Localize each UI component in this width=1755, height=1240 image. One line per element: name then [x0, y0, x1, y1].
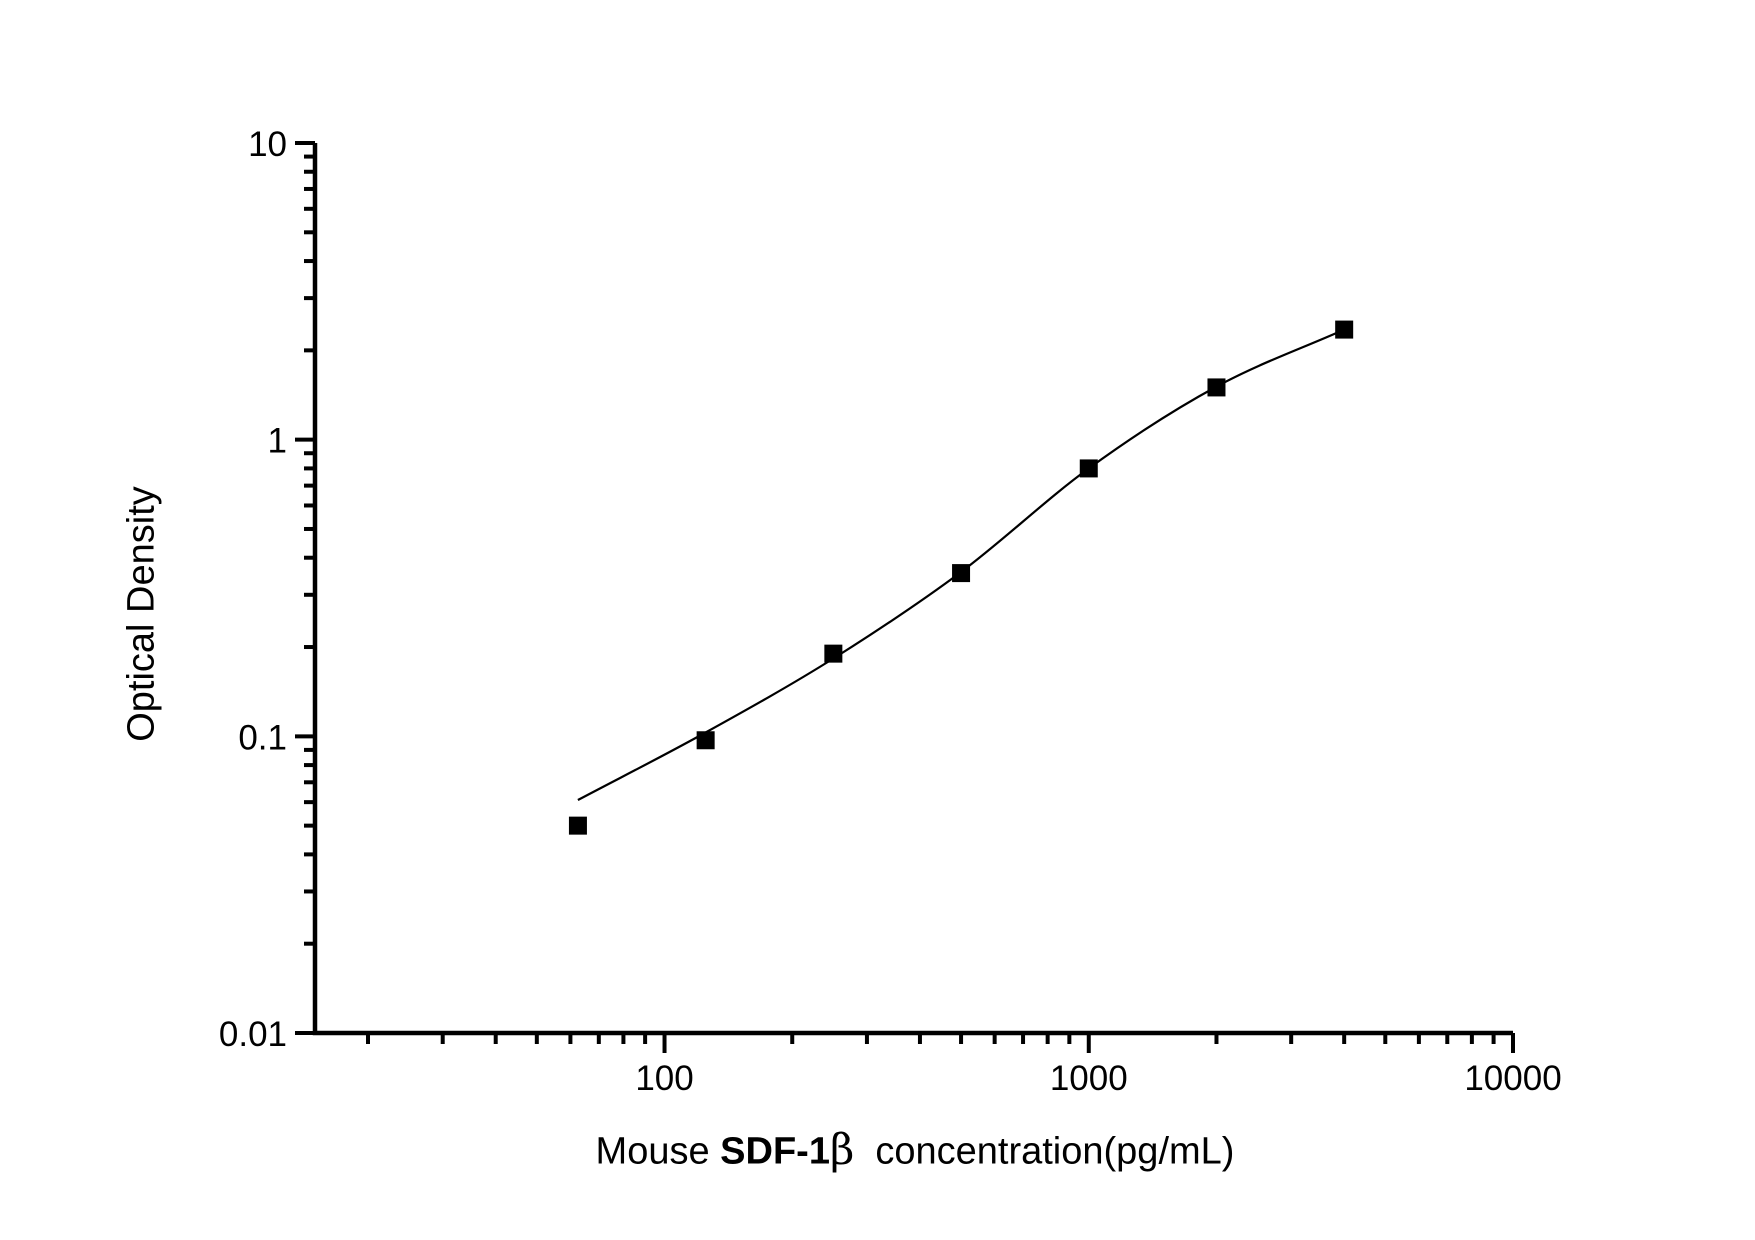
x-tick-label: 1000 — [1050, 1059, 1128, 1098]
y-tick-label: 0.01 — [219, 1015, 287, 1054]
x-tick-label: 100 — [635, 1059, 693, 1098]
y-tick-labels: 10 1 0.1 0.01 — [219, 125, 287, 1054]
data-point-marker — [696, 731, 715, 750]
y-tick-label: 1 — [268, 422, 287, 461]
data-point-marker — [1079, 459, 1098, 478]
axis-spines — [312, 143, 1513, 1036]
data-points — [568, 320, 1354, 835]
data-point-marker — [568, 816, 587, 835]
axes — [312, 143, 1513, 1036]
data-point-marker — [1335, 320, 1354, 339]
y-tick-label: 10 — [248, 125, 287, 164]
x-axis-ticks — [366, 1033, 1515, 1053]
y-tick-label: 0.1 — [238, 718, 287, 757]
x-tick-labels: 100 1000 10000 — [635, 1059, 1561, 1098]
y-axis-ticks — [295, 141, 315, 1035]
x-axis-title: Mouse SDF-1β concentration(pg/mL) — [595, 1128, 1235, 1174]
data-point-marker — [824, 644, 843, 663]
x-title-prefix: Mouse — [595, 1130, 721, 1173]
x-title-analyte: SDF-1 — [720, 1130, 830, 1173]
beta-symbol: β — [829, 1124, 855, 1174]
x-title-suffix: concentration(pg/mL) — [854, 1130, 1235, 1173]
x-tick-label: 10000 — [1464, 1059, 1561, 1098]
data-point-marker — [1207, 378, 1226, 397]
y-axis-title: Optical Density — [120, 486, 163, 742]
data-point-marker — [952, 564, 971, 583]
